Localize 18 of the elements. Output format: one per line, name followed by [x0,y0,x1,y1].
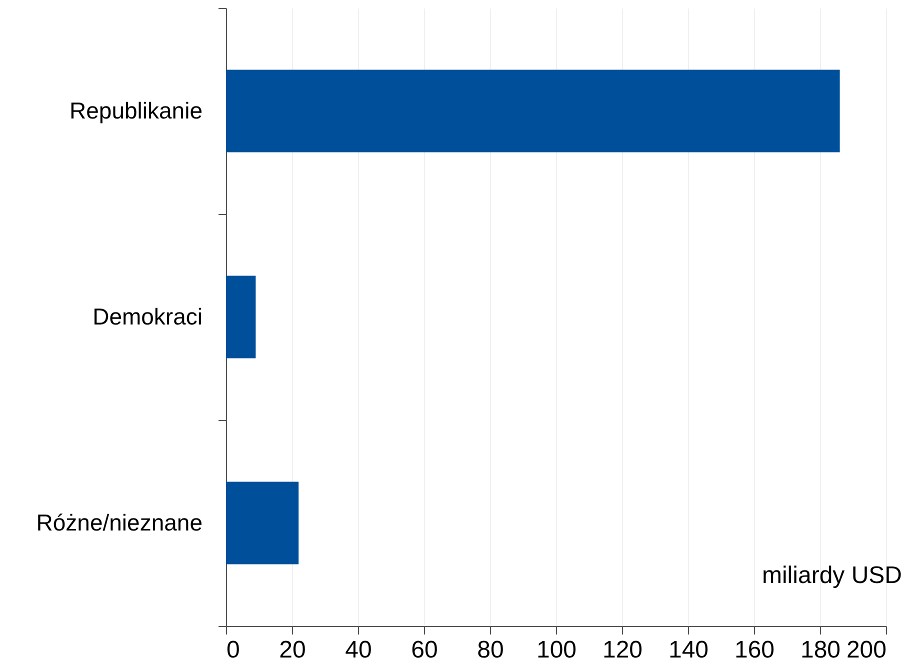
x-tick-label: 120 [602,636,643,664]
x-axis-title: miliardy USD [762,562,902,589]
x-tick-label: 60 [411,636,438,664]
x-tick-label: 140 [668,636,709,664]
x-tick-label: 20 [279,636,306,664]
x-tick-label: 100 [536,636,577,664]
y-tick-label: Demokraci [92,304,202,330]
bar [226,482,299,564]
x-tick-label: 40 [345,636,372,664]
y-tick-label: Republikanie [70,98,202,124]
x-tick-label: 160 [734,636,775,664]
x-tick-label: 180 [800,636,841,664]
x-tick-label: 80 [477,636,504,664]
x-tick-label: 0 [226,636,240,664]
x-tick-label: 200 [846,636,886,664]
bar [226,276,256,358]
y-tick-label: Różne/nieznane [36,510,202,536]
bar [226,70,840,152]
